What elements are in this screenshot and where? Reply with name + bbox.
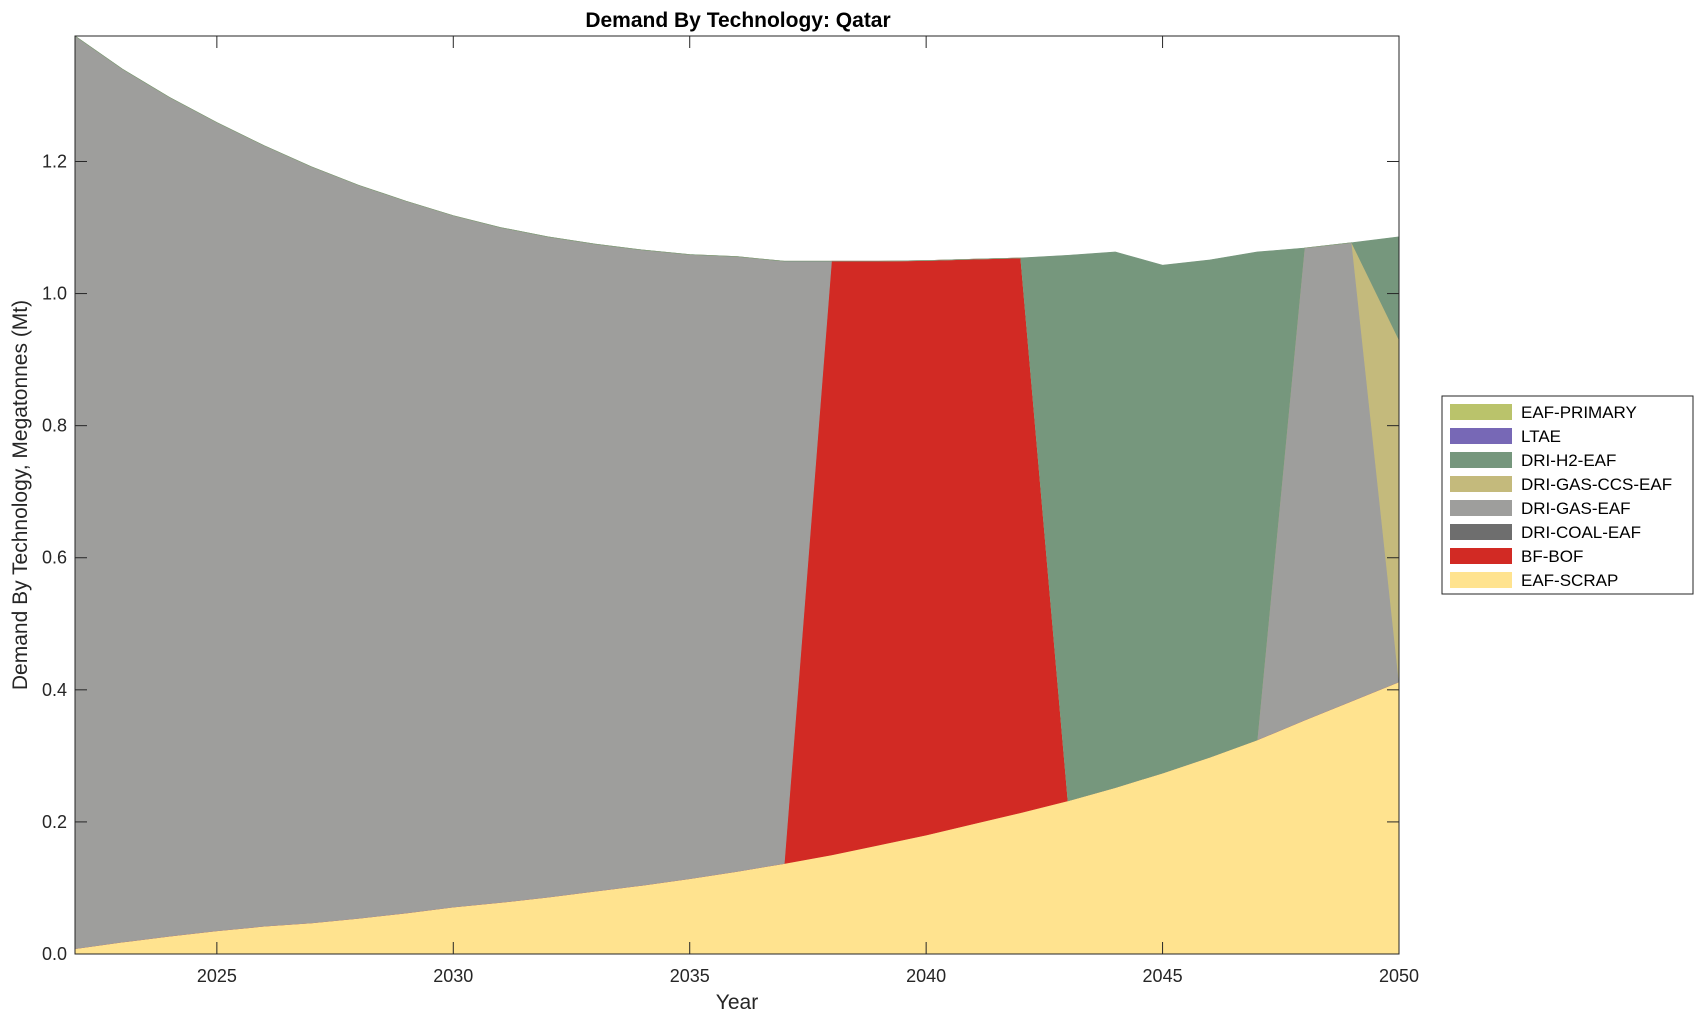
plot-frame: [74, 35, 1400, 955]
y-tick-label: 1.0: [42, 284, 67, 304]
legend: EAF-PRIMARY LTAE DRI-H2-EAF DRI-GAS-CCS-EAF…: [1441, 395, 1694, 595]
legend-swatch-bf-bof: [1450, 548, 1512, 564]
chart-title: Demand By Technology: Qatar: [585, 9, 890, 32]
legend-swatch-dri-gas-eaf: [1450, 500, 1512, 516]
x-tick-label: 2030: [433, 966, 473, 986]
legend-label-dri-coal-eaf: DRI-COAL-EAF: [1521, 523, 1641, 542]
legend-swatch-dri-h2-eaf: [1450, 452, 1512, 468]
y-tick-label: 0.2: [42, 812, 67, 832]
legend-swatch-eaf-primary: [1450, 404, 1512, 420]
y-axis-label: Demand By Technology, Megatonnes (Mt): [9, 300, 32, 690]
y-tick-label: 0.8: [42, 416, 67, 436]
x-tick-label: 2045: [1143, 966, 1183, 986]
area-layers: [74, 35, 1400, 955]
x-tick-label: 2040: [906, 966, 946, 986]
x-tick-label: 2050: [1379, 966, 1419, 986]
legend-label-eaf-scrap: EAF-SCRAP: [1521, 571, 1618, 590]
legend-label-dri-h2-eaf: DRI-H2-EAF: [1521, 451, 1616, 470]
legend-swatch-dri-gas-ccs-eaf: [1450, 476, 1512, 492]
legend-label-dri-gas-eaf: DRI-GAS-EAF: [1521, 499, 1631, 518]
legend-label-ltae: LTAE: [1521, 427, 1561, 446]
legend-swatch-dri-coal-eaf: [1450, 524, 1512, 540]
legend-label-bf-bof: BF-BOF: [1521, 547, 1583, 566]
x-tick-label: 2025: [197, 966, 237, 986]
y-tick-label: 0.0: [42, 944, 67, 964]
legend-swatch-eaf-scrap: [1450, 572, 1512, 588]
legend-swatch-ltae: [1450, 428, 1512, 444]
legend-label-dri-gas-ccs-eaf: DRI-GAS-CCS-EAF: [1521, 475, 1672, 494]
y-tick-label: 0.4: [42, 680, 67, 700]
y-tick-label: 0.6: [42, 548, 67, 568]
x-axis-label: Year: [716, 991, 758, 1014]
legend-label-eaf-primary: EAF-PRIMARY: [1521, 403, 1637, 422]
y-axis: 0.0 0.2 0.4 0.6 0.8 1.0 1.2: [42, 151, 1399, 964]
y-tick-label: 1.2: [42, 151, 67, 171]
x-axis: 2025 2030 2035 2040 2045 2050: [197, 36, 1419, 986]
x-tick-label: 2035: [670, 966, 710, 986]
